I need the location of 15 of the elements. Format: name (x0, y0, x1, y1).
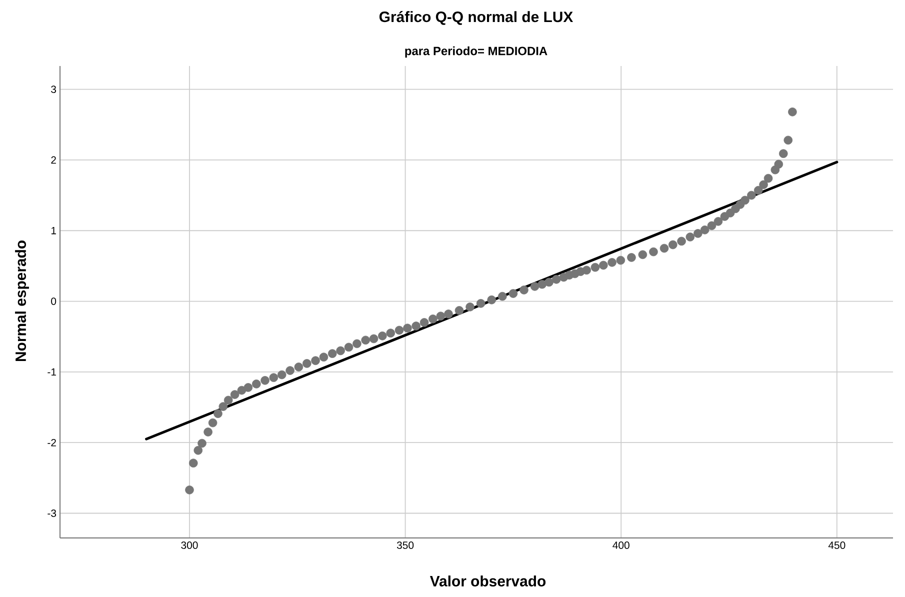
y-axis-title: Normal esperado (15, 240, 29, 362)
y-tick-label: -1 (48, 368, 56, 376)
y-tick-label: -3 (48, 510, 56, 517)
y-tick-label: 3 (51, 86, 56, 94)
chart-subtitle: para Periodo= MEDIODIA (405, 46, 548, 58)
y-tick-label: -2 (48, 438, 56, 446)
y-tick-label: 1 (51, 227, 56, 234)
x-axis-title: Valor observado (430, 575, 546, 586)
x-tick-label: 400 (612, 542, 630, 549)
y-tick-label: 2 (51, 156, 56, 164)
x-tick-label: 300 (181, 542, 198, 549)
chart-title: Gráfico Q-Q normal de LUX (379, 11, 574, 25)
y-tick-label: 0 (51, 298, 56, 305)
x-tick-label: 450 (828, 542, 846, 549)
x-tick-label: 350 (396, 542, 414, 549)
